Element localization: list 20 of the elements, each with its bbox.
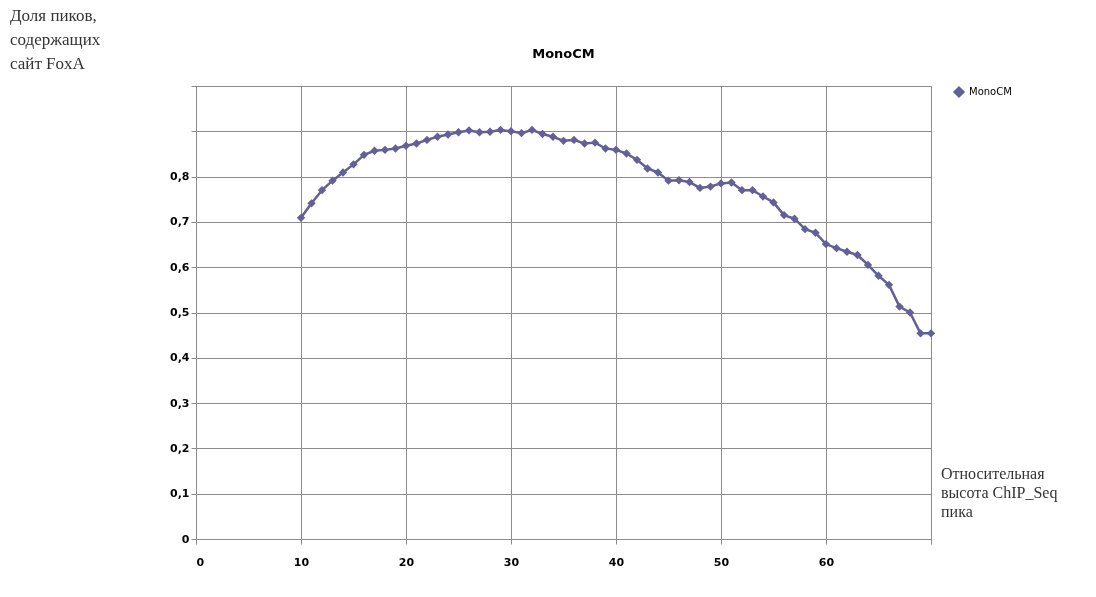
- y-tick-label: 0: [181, 532, 190, 546]
- x-tick-label: 20: [398, 555, 415, 569]
- y-tick-label: 0,3: [170, 396, 190, 410]
- chart-title: MonoCM: [532, 46, 595, 61]
- y-axis-title: Доля пиков, содержащих сайт FoxA: [10, 6, 101, 73]
- x-tick-label: 50: [713, 555, 730, 569]
- y-tick-label: 0,8: [170, 170, 190, 184]
- y-tick-label: 0,4: [170, 351, 190, 365]
- x-tick-label: 40: [608, 555, 625, 569]
- y-tick-label: 0,5: [170, 306, 190, 319]
- x-tick-label: 0: [196, 555, 205, 569]
- x-tick-label: 30: [503, 555, 520, 569]
- y-tick-label: 0,7: [170, 215, 190, 229]
- y-tick-label: 0,2: [170, 441, 190, 455]
- x-tick-label: 10: [293, 555, 310, 569]
- x-tick-label: 60: [818, 555, 835, 569]
- x-axis-title: Относительная высота ChIP_Seq пика: [941, 465, 1058, 520]
- legend-label: MonoCM: [969, 86, 1012, 97]
- y-tick-label: 0,6: [170, 260, 190, 274]
- y-tick-label: 0,1: [170, 487, 190, 501]
